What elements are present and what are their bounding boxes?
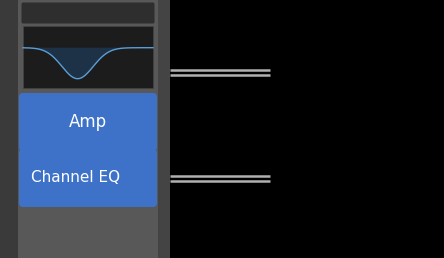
Text: Channel EQ: Channel EQ [31, 171, 120, 186]
Bar [158, 0, 170, 258]
Bar [18, 0, 158, 258]
Bar [0, 0, 18, 258]
FancyBboxPatch shape [19, 93, 157, 151]
Bar [23, 26, 153, 88]
FancyBboxPatch shape [19, 149, 157, 207]
Text: Amp: Amp [69, 113, 107, 131]
FancyBboxPatch shape [21, 3, 155, 23]
